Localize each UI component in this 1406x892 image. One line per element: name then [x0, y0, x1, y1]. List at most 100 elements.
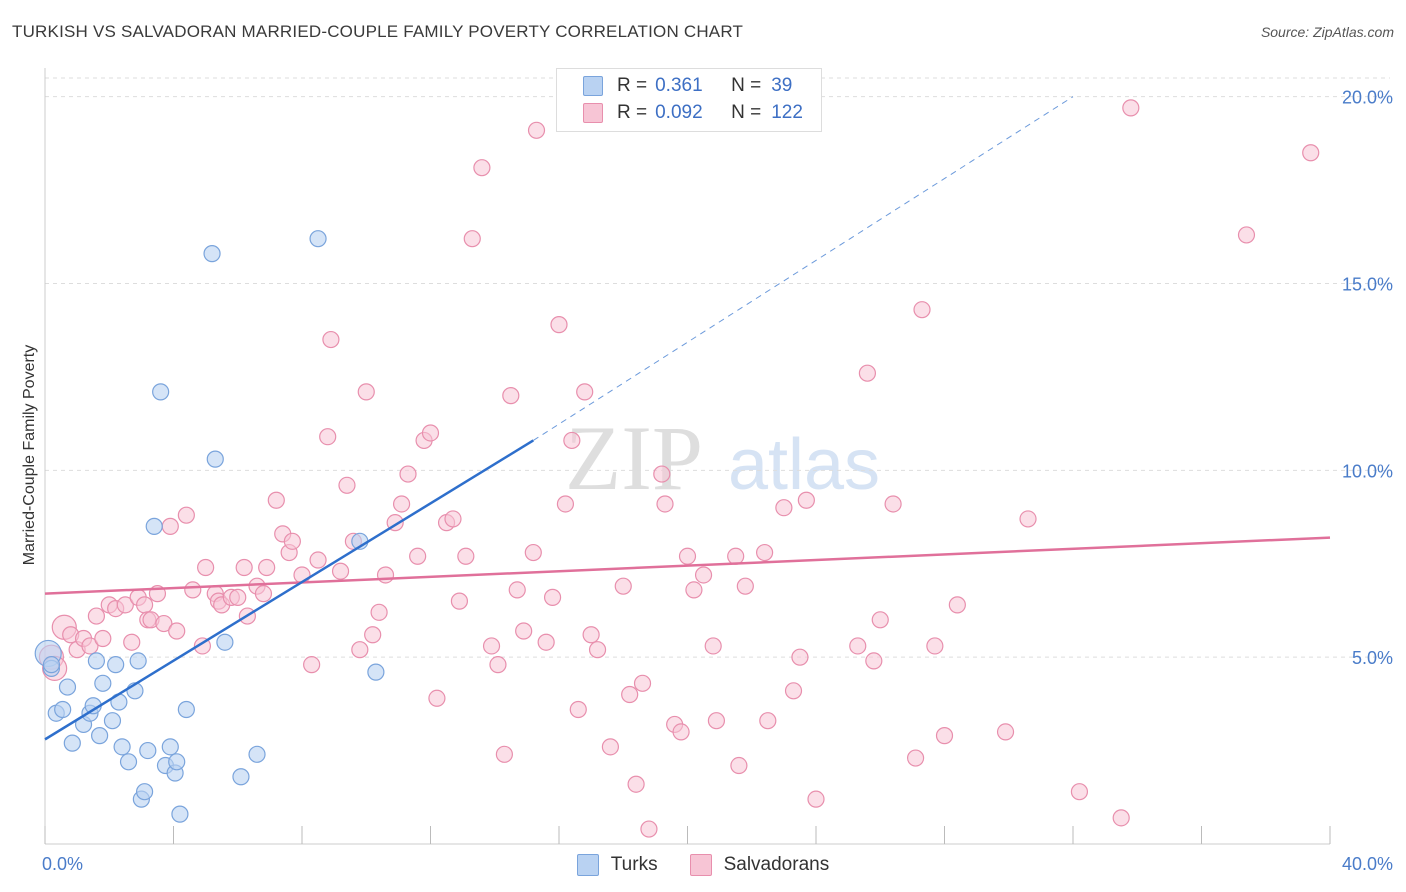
y-tick-label: 15.0%: [1342, 275, 1393, 295]
turks-point: [206, 450, 224, 468]
salvadorans-point: [524, 543, 542, 562]
salvadorans-point: [392, 495, 411, 513]
salvadorans-point: [283, 532, 301, 550]
salvadorans-point: [197, 558, 215, 577]
salvadorans-point: [1302, 144, 1320, 162]
salvadorans-point: [906, 749, 925, 767]
salvadorans-point: [588, 641, 607, 659]
salvadorans-point: [685, 581, 703, 599]
salvadorans-point: [502, 387, 520, 405]
salvadorans-point: [653, 465, 671, 483]
turks-swatch: [576, 854, 599, 876]
salvadorans-point: [755, 543, 774, 562]
turks-point: [145, 517, 163, 535]
r-label: R =: [617, 75, 648, 96]
legend-item-salvadorans[interactable]: Salvadorans: [689, 854, 830, 876]
salvadorans-legend-label: Salvadorans: [723, 854, 830, 875]
correlation-legend: R = 0.361 N = 39 R = 0.092 N = 122: [556, 68, 822, 132]
salvadorans-point: [865, 652, 883, 670]
salvadorans-point: [94, 629, 112, 648]
turks-r-value: 0.361: [655, 75, 703, 96]
chart-title: TURKISH VS SALVADORAN MARRIED-COUPLE FAM…: [12, 22, 744, 41]
salvadorans-point: [640, 820, 658, 838]
tick-labels: 5.0% 10.0% 15.0% 20.0% 0.0% 40.0%: [42, 88, 1393, 874]
salvadorans-point: [116, 596, 134, 614]
y-tick-label: 5.0%: [1352, 648, 1393, 668]
salvadorans-point: [135, 596, 154, 614]
turks-trend-extension: [533, 96, 1074, 441]
salvadorans-point: [935, 727, 954, 745]
salvadorans-point: [309, 551, 327, 569]
salvadorans-point: [582, 626, 600, 644]
salvadorans-point: [87, 607, 106, 625]
turks-point: [54, 700, 72, 719]
salvadorans-point: [1122, 99, 1140, 117]
legend-item-turks[interactable]: Turks: [576, 854, 658, 876]
salvadorans-point: [527, 121, 546, 139]
salvadorans-point: [155, 614, 173, 633]
salvadorans-point: [1019, 510, 1037, 528]
salvadorans-point: [775, 499, 793, 517]
salvadorans-point: [550, 316, 568, 334]
salvadorans-point: [319, 428, 337, 446]
turks-point: [309, 230, 327, 248]
y-tick-label: 10.0%: [1342, 461, 1393, 481]
turks-point: [232, 768, 250, 786]
turks-point: [135, 783, 154, 801]
turks-point: [139, 741, 157, 760]
trend-lines: [44, 96, 1331, 741]
salvadorans-point: [428, 689, 446, 707]
turks-point: [367, 663, 385, 681]
salvadorans-point: [351, 641, 369, 659]
salvadorans-point: [322, 330, 340, 349]
salvadorans-swatch: [689, 854, 712, 876]
turks-legend-label: Turks: [610, 854, 658, 875]
salvadorans-point: [563, 431, 581, 450]
salvadorans-point: [364, 626, 382, 644]
salvadorans-point: [948, 596, 966, 614]
salvadorans-point: [473, 159, 491, 177]
salvadorans-point: [601, 738, 620, 756]
legend-row-salvadorans: R = 0.092 N = 122: [583, 100, 803, 126]
salvadorans-point: [759, 712, 777, 730]
turks-swatch: [583, 76, 603, 96]
salvadorans-point: [508, 581, 526, 599]
salvadorans-point: [730, 756, 748, 775]
salvadorans-point: [331, 562, 350, 580]
salvadorans-point: [849, 637, 867, 655]
salvadorans-point: [184, 581, 202, 599]
turks-point: [168, 753, 186, 771]
salvadorans-point: [996, 723, 1015, 741]
salvadorans-point: [736, 577, 754, 595]
salvadorans-swatch: [583, 103, 603, 123]
salvadorans-point: [621, 685, 639, 704]
salvadorans-point: [797, 491, 815, 509]
turks-point: [58, 678, 77, 696]
r-label: R =: [617, 102, 648, 123]
turks-point: [216, 633, 234, 651]
x-tick-label: 40.0%: [1342, 854, 1393, 874]
watermark-atlas: atlas: [728, 425, 880, 505]
salvadorans-point: [791, 648, 809, 666]
turks-point: [177, 700, 195, 719]
salvadorans-point: [482, 637, 501, 655]
turks-point: [152, 383, 170, 401]
turks-point: [161, 738, 179, 756]
turks-point: [119, 753, 138, 771]
turks-point: [171, 805, 189, 823]
turks-point: [248, 745, 266, 763]
salvadorans-point: [457, 547, 475, 565]
salvadorans-point: [694, 566, 713, 584]
salvadorans-point: [678, 547, 697, 565]
salvadorans-point: [633, 674, 652, 692]
y-tick-label: 20.0%: [1342, 88, 1393, 108]
salvadorans-point: [495, 745, 513, 763]
salvadorans-point: [1070, 783, 1089, 801]
salvadorans-point: [672, 723, 690, 741]
turks-point: [129, 652, 147, 670]
salvadorans-point: [267, 491, 285, 509]
turks-point: [203, 245, 221, 263]
salvadorans-point: [807, 790, 825, 808]
salvadorans-point: [450, 592, 469, 610]
